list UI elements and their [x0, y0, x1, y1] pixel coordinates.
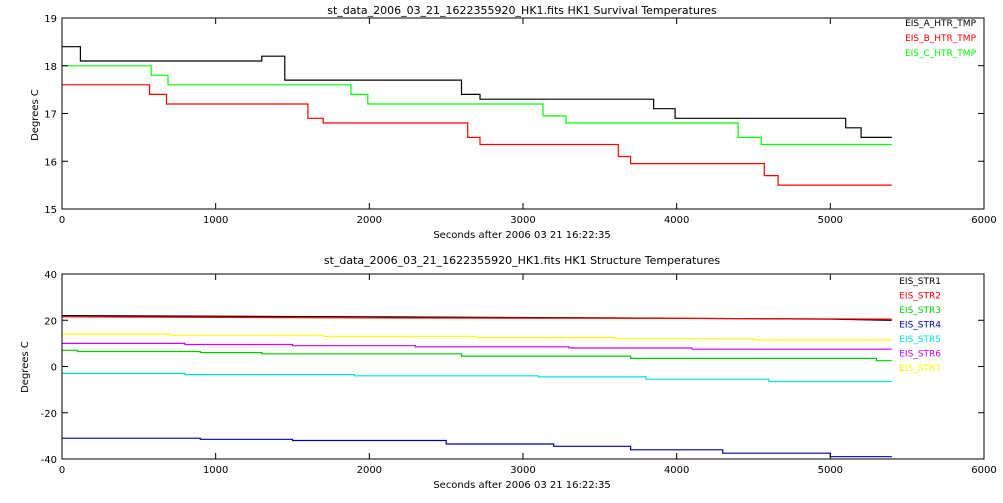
series-line-eis-b-htr-tmp: [62, 84, 892, 186]
y-tick-label: 20: [44, 316, 57, 327]
x-tick-label: 5000: [818, 465, 843, 476]
x-tick-label: 5000: [818, 215, 843, 226]
legend-entry: EIS_STR7: [899, 364, 941, 374]
series-line-eis-str7: [62, 333, 892, 341]
x-axis: 0 1000 2000 3000 4000 5000 6000: [59, 18, 997, 226]
legend-entry: EIS_STR5: [899, 335, 941, 345]
legend: EIS_A_HTR_TMP EIS_B_HTR_TMP EIS_C_HTR_TMP: [905, 19, 977, 59]
y-tick-label: 17: [44, 110, 57, 121]
chart-title: st_data_2006_03_21_1622355920_HK1.fits H…: [327, 4, 717, 17]
y-tick-label: -40: [41, 455, 57, 466]
y-tick-label: 18: [44, 62, 57, 73]
y-tick-label: 16: [44, 157, 57, 168]
series-line-eis-str6: [62, 342, 892, 350]
legend-entry: EIS_STR2: [899, 292, 941, 302]
chart-structure-temperatures: st_data_2006_03_21_1622355920_HK1.fits H…: [20, 254, 997, 491]
series-line-eis-str5: [62, 372, 892, 383]
legend-entry: EIS_STR3: [899, 306, 941, 316]
x-tick-label: 1000: [203, 215, 228, 226]
legend: EIS_STR1 EIS_STR2 EIS_STR3 EIS_STR4 EIS_STR5…: [899, 277, 941, 374]
plot-area: [61, 315, 892, 458]
x-tick-label: 0: [59, 215, 65, 226]
plot-frame: [61, 273, 985, 460]
x-tick-label: 6000: [971, 465, 996, 476]
y-axis-label: Degrees C: [20, 341, 31, 393]
x-tick-label: 3000: [510, 215, 535, 226]
chart-survival-temperatures: st_data_2006_03_21_1622355920_HK1.fits H…: [30, 4, 997, 241]
series-line-eis-a-htr-tmp: [62, 46, 892, 138]
y-tick-label: -20: [41, 409, 57, 420]
x-axis-label: Seconds after 2006 03 21 16:22:35: [433, 480, 610, 491]
x-tick-label: 2000: [357, 465, 382, 476]
y-axis-label: Degrees C: [30, 89, 41, 141]
x-tick-label: 2000: [357, 215, 382, 226]
series-line-eis-str2: [61, 316, 892, 320]
x-tick-label: 6000: [971, 215, 996, 226]
y-tick-label: 15: [44, 205, 57, 216]
series-line-eis-str3: [62, 349, 892, 362]
x-tick-label: 4000: [664, 465, 689, 476]
series-line-eis-str4: [62, 437, 892, 458]
x-tick-label: 0: [59, 465, 65, 476]
x-tick-label: 4000: [664, 215, 689, 226]
x-axis-label: Seconds after 2006 03 21 16:22:35: [433, 230, 610, 241]
x-tick-label: 1000: [203, 465, 228, 476]
y-tick-label: 0: [51, 363, 57, 374]
legend-entry: EIS_B_HTR_TMP: [905, 34, 977, 44]
legend-entry: EIS_A_HTR_TMP: [905, 19, 976, 29]
legend-entry: EIS_STR4: [899, 321, 941, 331]
chart-title: st_data_2006_03_21_1622355920_HK1.fits H…: [324, 254, 721, 267]
y-tick-label: 19: [44, 14, 57, 25]
legend-entry: EIS_STR1: [899, 277, 941, 287]
x-tick-label: 3000: [510, 465, 535, 476]
series-line-eis-c-htr-tmp: [62, 65, 892, 146]
plot-area: [62, 46, 892, 186]
legend-entry: EIS_C_HTR_TMP: [905, 49, 977, 59]
plot-frame: [61, 17, 985, 210]
legend-entry: EIS_STR6: [899, 350, 941, 360]
y-tick-label: 40: [44, 270, 57, 281]
